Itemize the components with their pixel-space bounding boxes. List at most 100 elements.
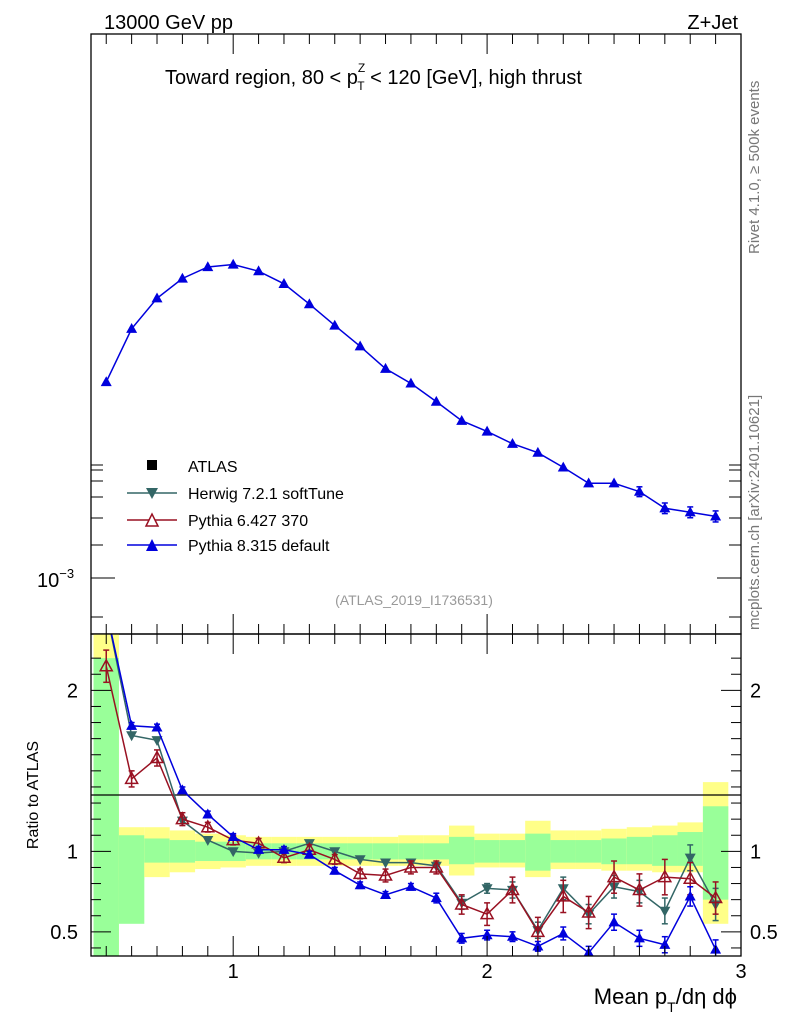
pythia-8-315-default-ratio-point <box>481 929 493 940</box>
ratio-band-inner <box>144 838 170 863</box>
pythia-6-427-370-ratio-point <box>276 849 292 864</box>
pythia-6-427-370-ratio-point <box>708 890 723 904</box>
pythia-8-315-default-main-point <box>329 319 341 330</box>
ratio-y-axis-label: Ratio to ATLAS <box>25 741 42 849</box>
legend-label-pythia6: Pythia 6.427 370 <box>188 513 308 530</box>
ratio-band-inner <box>499 840 526 863</box>
legend-label-atlas: ATLAS <box>188 459 238 476</box>
pythia-6-427-370-ratio-line <box>105 666 717 934</box>
pythia-8-315-default-ratio-point <box>506 930 518 941</box>
pythia-8-315-default-main-point <box>126 323 138 333</box>
pythia-6-427-370-ratio-point <box>505 882 520 896</box>
ratio-band-inner <box>550 840 576 863</box>
main-y-tick-base: 10 <box>37 570 59 592</box>
legend-marker-herwig <box>146 488 158 499</box>
main-series-layer <box>100 258 722 523</box>
pythia-8-315-default-main-point <box>532 446 544 457</box>
herwig-7-2-1-softtune-ratio-point <box>659 906 671 917</box>
legend-label-herwig: Herwig 7.2.1 softTune <box>188 486 344 503</box>
pythia-8-315-default-main-point <box>710 510 722 521</box>
pythia-8-315-default-main-point <box>557 461 569 472</box>
ratio-band-inner <box>347 843 373 860</box>
legend-label-pythia8: Pythia 8.315 default <box>188 538 330 555</box>
ratio-y-tick-label-right: 2 <box>750 680 761 702</box>
analysis-watermark: (ATLAS_2019_I1736531) <box>335 592 493 608</box>
pythia-8-315-default-main-point <box>100 376 112 387</box>
pythia-8-315-default-main-point <box>456 414 468 425</box>
pythia-6-427-370-ratio-point <box>175 811 190 825</box>
pythia-8-315-default-ratio-line <box>110 634 717 954</box>
main-title-sup: Z <box>358 61 365 75</box>
pythia-8-315-default-ratio-point <box>151 721 163 732</box>
pythia-8-315-default-ratio-point <box>532 940 544 951</box>
ratio-band-inner <box>423 843 450 860</box>
pythia-6-427-370-ratio-point <box>632 882 647 896</box>
pythia-8-315-default-main-line <box>105 263 716 518</box>
pythia-6-427-370-ratio-point <box>530 924 546 938</box>
ratio-band-inner <box>118 835 145 924</box>
ratio-axis-ticks: 1 2 30.5 0.51 12 2 <box>50 634 778 983</box>
pythia-8-315-default-ratio-point <box>227 831 239 841</box>
pythia-6-427-370-ratio-point <box>454 896 469 910</box>
pythia-6-427-370-ratio-point <box>98 658 114 672</box>
pythia-8-315-default-main-point <box>176 272 188 283</box>
pythia-8-315-default-main-point <box>303 298 315 309</box>
herwig-7-2-1-softtune-ratio-point <box>101 606 112 616</box>
pythia-6-427-370-ratio-point <box>606 869 622 883</box>
ratio-band-inner <box>398 843 424 860</box>
pythia-6-427-370-ratio-point <box>149 750 165 764</box>
legend: ATLAS Herwig 7.2.1 softTune Pythia 6.427… <box>127 459 344 555</box>
main-title-pre: Toward region, 80 < p <box>165 67 358 89</box>
herwig-7-2-1-softtune-ratio-point <box>481 884 493 895</box>
main-title-post: < 120 [GeV], high thrust <box>365 67 583 89</box>
pythia-8-315-default-ratio-point <box>684 890 696 901</box>
mcplots-reference-label: mcplots.cern.ch [arXiv:2401.10621] <box>746 395 763 630</box>
legend-marker-pythia6 <box>144 512 160 527</box>
header-process-label: Z+Jet <box>687 12 738 34</box>
herwig-7-2-1-softtune-ratio-point <box>151 736 163 747</box>
ratio-y-tick-label: 2 <box>67 680 78 702</box>
pythia-6-427-370-ratio-point <box>403 859 419 873</box>
pythia-8-315-default-ratio-point <box>202 808 214 819</box>
ratio-band-inner <box>626 836 653 865</box>
ratio-band-inner <box>601 838 627 865</box>
pythia-6-427-370-ratio-point <box>555 888 571 902</box>
pythia-8-315-default-main-point <box>405 377 417 388</box>
pythia-8-315-default-ratio-point <box>278 843 290 854</box>
herwig-7-2-1-softtune-ratio-point <box>227 847 239 858</box>
pythia-8-315-default-ratio-point <box>557 927 569 938</box>
ratio-panel-frame <box>90 633 742 957</box>
ratio-band-inner <box>449 836 475 865</box>
pythia-8-315-default-main-point <box>278 278 290 288</box>
pythia-8-315-default-main-point <box>380 362 392 373</box>
pythia-8-315-default-main-point <box>659 502 671 513</box>
herwig-7-2-1-softtune-ratio-point <box>380 858 392 869</box>
main-y-axis-ticks <box>91 464 741 618</box>
ratio-series-layer <box>98 606 723 956</box>
pythia-8-315-default-main-point <box>506 437 518 448</box>
pythia-8-315-default-main-point <box>481 425 493 436</box>
pythia-8-315-default-ratio-point <box>126 719 138 730</box>
ratio-y-tick-label-right: 1 <box>750 841 761 863</box>
ratio-panel: 1 2 30.5 0.51 12 2 Ratio to ATLAS Mean pT/dη … <box>25 606 778 1015</box>
ratio-x-tick-label: 3 <box>735 961 746 983</box>
ratio-band-inner <box>575 840 602 863</box>
herwig-7-2-1-softtune-ratio-point <box>684 853 696 864</box>
ratio-y-tick-label-right: 0.5 <box>750 922 778 944</box>
pythia-8-315-default-main-point <box>151 292 163 303</box>
x-axis-title-sub: T <box>667 999 676 1015</box>
pythia-6-427-370-ratio-point <box>352 866 368 880</box>
pythia-8-315-default-ratio-point <box>354 879 366 890</box>
pythia-8-315-default-ratio-point <box>608 916 620 927</box>
herwig-7-2-1-softtune-ratio-point <box>202 835 214 846</box>
pythia-8-315-default-ratio-point <box>430 892 442 903</box>
main-title-sub: T <box>357 79 365 93</box>
ratio-y-tick-label: 1 <box>67 841 78 863</box>
main-panel: Toward region, 80 < pZ T < 120 [GeV], hig… <box>37 33 742 635</box>
pythia-8-315-default-main-point <box>227 258 239 269</box>
pythia-8-315-default-ratio-point <box>456 932 468 943</box>
main-x-axis-ticks <box>105 34 742 634</box>
pythia-8-315-default-ratio-point <box>303 848 315 859</box>
ratio-band-inner <box>525 833 551 871</box>
